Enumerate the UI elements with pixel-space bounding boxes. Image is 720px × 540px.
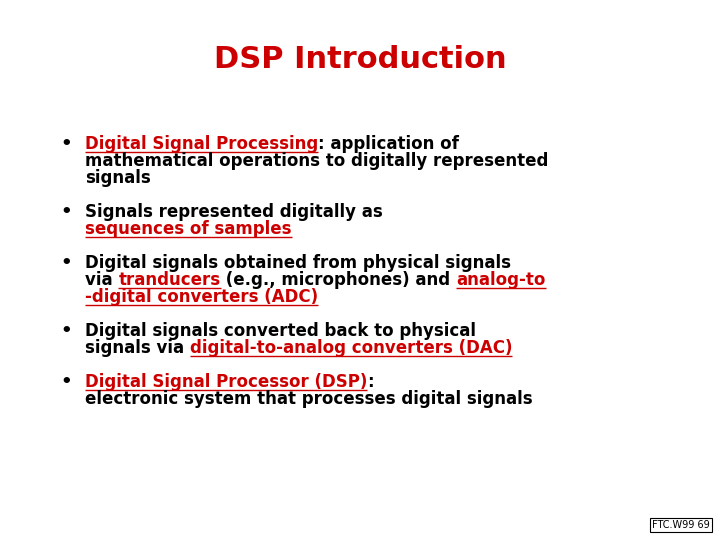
- Text: Digital signals converted back to physical: Digital signals converted back to physic…: [85, 322, 476, 340]
- Text: •: •: [60, 254, 71, 272]
- Text: sequences of samples: sequences of samples: [85, 220, 292, 238]
- Text: FTC.W99 69: FTC.W99 69: [652, 520, 710, 530]
- Text: DSP Introduction: DSP Introduction: [214, 45, 506, 74]
- Text: Digital Signal Processing: Digital Signal Processing: [85, 135, 318, 153]
- Text: mathematical operations to digitally represented: mathematical operations to digitally rep…: [85, 152, 549, 170]
- Text: Digital signals obtained from physical signals: Digital signals obtained from physical s…: [85, 254, 511, 272]
- Text: •: •: [60, 135, 71, 153]
- Text: electronic system that processes digital signals: electronic system that processes digital…: [85, 390, 533, 408]
- Text: (e.g., microphones) and: (e.g., microphones) and: [220, 271, 456, 289]
- Text: digital-to-analog converters (DAC): digital-to-analog converters (DAC): [190, 339, 513, 357]
- Text: signals via: signals via: [85, 339, 190, 357]
- Text: -digital converters (ADC): -digital converters (ADC): [85, 288, 318, 306]
- Text: :: :: [367, 373, 374, 391]
- Text: •: •: [60, 203, 71, 221]
- Text: via: via: [85, 271, 118, 289]
- Text: analog-to: analog-to: [456, 271, 546, 289]
- Text: •: •: [60, 322, 71, 340]
- Text: : application of: : application of: [318, 135, 459, 153]
- Text: Digital Signal Processor (DSP): Digital Signal Processor (DSP): [85, 373, 367, 391]
- Text: Signals represented digitally as: Signals represented digitally as: [85, 203, 383, 221]
- Text: signals: signals: [85, 169, 150, 187]
- Text: •: •: [60, 373, 71, 391]
- Text: tranducers: tranducers: [118, 271, 220, 289]
